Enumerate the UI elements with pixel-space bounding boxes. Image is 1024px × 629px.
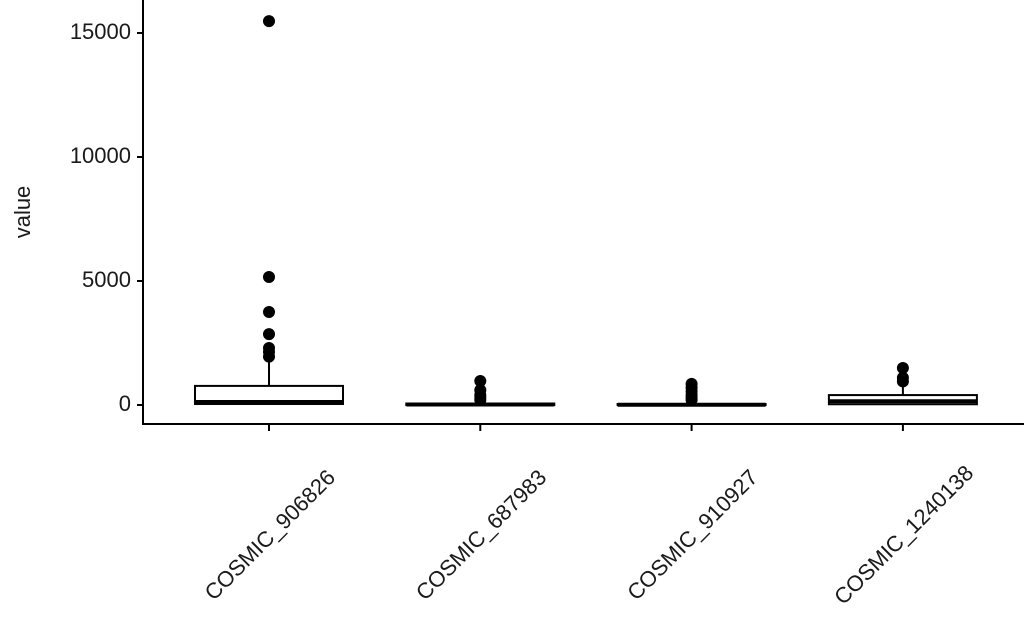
outlier xyxy=(896,375,909,388)
x-tick-label: COSMIC_1240138 xyxy=(829,460,978,609)
outlier xyxy=(263,328,275,341)
outlier xyxy=(263,305,275,318)
outlier xyxy=(474,374,487,387)
y-tick-label: 5000 xyxy=(82,267,131,292)
outlier xyxy=(263,15,275,28)
outlier xyxy=(896,362,909,375)
y-tick-label: 15000 xyxy=(70,19,131,44)
y-axis-label: value xyxy=(10,186,35,239)
outlier xyxy=(474,394,487,407)
y-tick-label: 0 xyxy=(119,391,131,416)
x-tick-label: COSMIC_687983 xyxy=(411,465,551,605)
outlier xyxy=(263,350,275,363)
x-tick-label: COSMIC_910927 xyxy=(622,465,762,605)
x-tick-label: COSMIC_906826 xyxy=(200,465,340,605)
outlier xyxy=(685,394,698,407)
outlier xyxy=(263,271,275,284)
y-tick-label: 10000 xyxy=(70,143,131,168)
